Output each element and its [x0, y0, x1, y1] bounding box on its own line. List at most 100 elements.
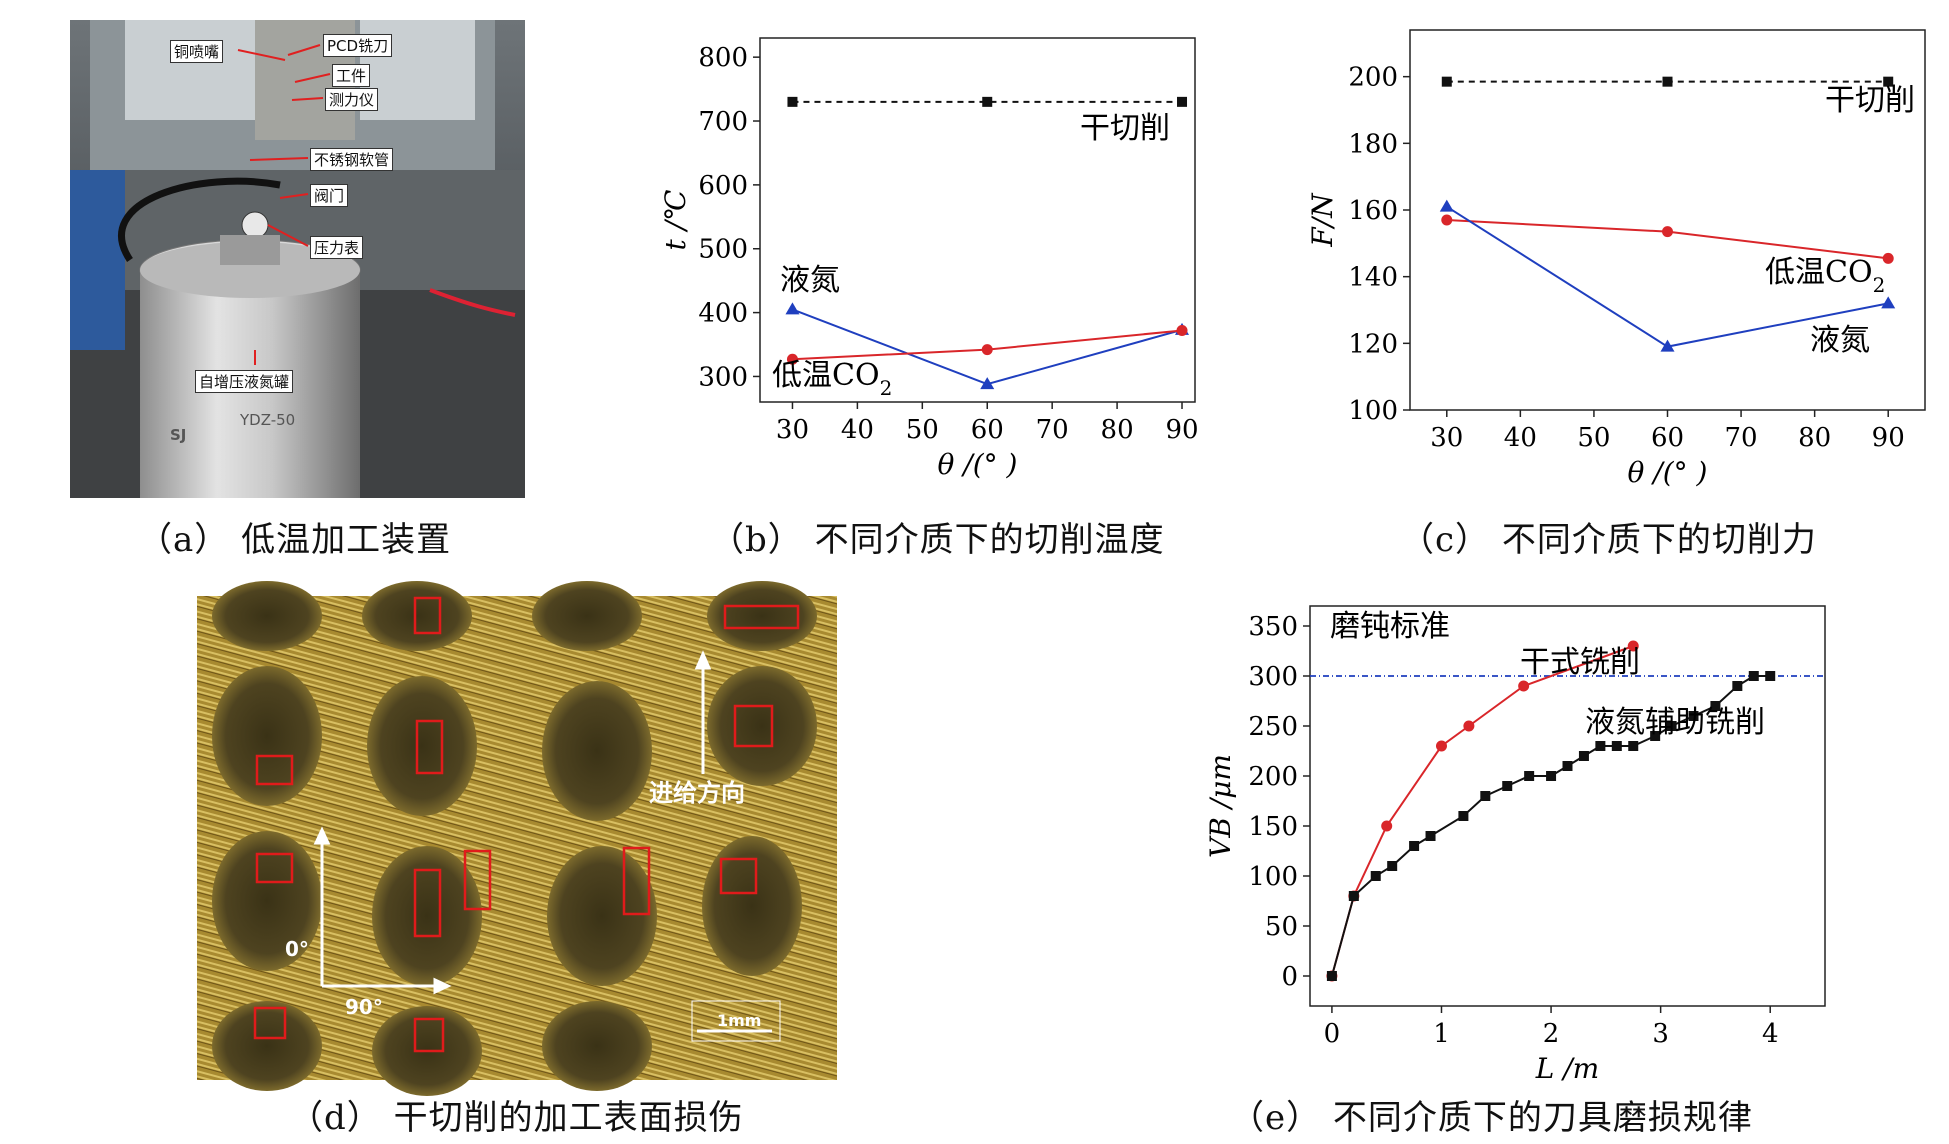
chart-b-panel: 30 40 50 60 70 80 90 300 400 500 600 700 800 θ /(° ) t…	[659, 20, 1250, 560]
chart-b: 30 40 50 60 70 80 90 300 400 500 600 700 800 θ /(° ) t…	[659, 37, 1199, 481]
data-point-1-0	[1326, 971, 1337, 981]
caption-a: （a） 低温加工装置	[138, 520, 452, 560]
chart-c-panel: 30 40 50 60 70 80 90 100 120 140 160 180 200 θ /(° ) F…	[1300, 20, 1940, 560]
y-tick-label: 100	[1248, 862, 1298, 892]
tank-brand-text: SJ	[170, 426, 186, 444]
data-point-1-7	[1480, 791, 1491, 801]
x-axis-label: θ /(° )	[938, 448, 1018, 481]
data-point-0-2	[1381, 820, 1393, 832]
data-point-2-0	[786, 353, 798, 365]
photo-a-label-cutter: PCD铣刀	[323, 34, 393, 57]
x-tick-label: 40	[1504, 423, 1537, 453]
y-axis-label: VB /μm	[1204, 754, 1237, 858]
data-point-0-6	[1627, 640, 1639, 652]
data-point-0-4	[1463, 720, 1475, 732]
x-tick-label: 50	[1577, 423, 1610, 453]
x-tick-label: 70	[1725, 423, 1758, 453]
x-tick-label: 60	[1651, 423, 1684, 453]
x-tick-label: 2	[1543, 1019, 1560, 1049]
y-tick-label: 300	[1248, 662, 1298, 692]
x-tick-label: 1	[1433, 1019, 1450, 1049]
y-tick-label: 120	[1348, 329, 1398, 359]
y-tick-label: 400	[698, 299, 748, 329]
data-point-1-14	[1611, 741, 1622, 751]
data-point-1-17	[1666, 721, 1677, 731]
x-tick-label: 80	[1798, 423, 1831, 453]
series-label-2: 液氮	[1810, 323, 1870, 358]
series-label-0: 干切削	[1825, 83, 1915, 118]
photo-a-label-hose: 不锈钢软管	[310, 148, 394, 171]
plot-frame	[759, 37, 1196, 403]
data-point-0-2	[1177, 96, 1188, 107]
chart-e: 0 1 2 3 4 0 50 100 150 200 250 300 350 L /m VB /μm 磨钝标准…	[1204, 605, 1826, 1085]
x-tick-label: 60	[971, 415, 1004, 445]
series-label--1: 磨钝标准	[1330, 609, 1450, 644]
x-tick-label: 90	[1165, 415, 1198, 445]
photo-d-panel: 进给方向 0° 90° 1mm （d） 干切削的加工表面损伤	[197, 581, 837, 1144]
data-point-1-4	[1409, 841, 1420, 851]
data-point-1-1	[1348, 891, 1359, 901]
x-tick-label: 30	[1430, 423, 1463, 453]
caption-b: （b） 不同介质下的切削温度	[710, 520, 1165, 560]
data-point-1-18	[1688, 711, 1699, 721]
x-tick-label: 80	[1101, 415, 1134, 445]
photo-d-scale-box	[691, 1000, 781, 1042]
photo-a-arrows	[237, 44, 331, 365]
series-line-1	[1446, 219, 1889, 260]
series-label-0: 干式铣削	[1520, 645, 1640, 680]
series-label-1: 液氮	[780, 263, 840, 298]
caption-e: （e） 不同介质下的刀具磨损规律	[1230, 1098, 1753, 1138]
y-tick-label: 350	[1248, 612, 1298, 642]
data-point-1-16	[1650, 731, 1661, 741]
data-point-0-0	[1441, 76, 1452, 87]
photo-a-label-valve: 阀门	[310, 184, 349, 207]
x-tick-label: 50	[906, 415, 939, 445]
y-tick-label: 700	[698, 107, 748, 137]
photo-a-label-dynamometer: 测力仪	[325, 88, 379, 111]
data-point-0-1	[1662, 76, 1673, 87]
caption-c: （c） 不同介质下的切削力	[1400, 520, 1817, 560]
y-tick-label: 250	[1248, 712, 1298, 742]
photo-d-angle-0: 0°	[285, 937, 309, 961]
photo-a-label-workpiece: 工件	[332, 64, 371, 87]
y-axis-label: F/N	[1306, 192, 1339, 248]
data-point-2-0	[1439, 199, 1454, 212]
data-point-1-20	[1732, 681, 1743, 691]
photo-d-angle-90: 90°	[345, 995, 383, 1019]
data-point-0-3	[1435, 740, 1447, 752]
chart-c: 30 40 50 60 70 80 90 100 120 140 160 180 200 θ /(° ) F…	[1306, 29, 1926, 489]
y-tick-label: 50	[1265, 912, 1298, 942]
tank-model-text: YDZ-50	[239, 411, 295, 429]
photo-d-feed-label: 进给方向	[649, 779, 745, 807]
series-label-1: 液氮辅助铣削	[1585, 705, 1765, 740]
y-tick-label: 150	[1248, 812, 1298, 842]
y-tick-label: 0	[1281, 962, 1298, 992]
series-label-2: 低温CO2	[772, 358, 892, 400]
data-point-1-12	[1578, 751, 1589, 761]
photo-a-panel: SJ YDZ-50 铜喷嘴 PCD铣刀 工件 测力仪 不锈钢软管 阀门 压力表 …	[70, 20, 525, 560]
data-point-1-3	[1387, 861, 1398, 871]
data-point-1-6	[1458, 811, 1469, 821]
series-label-1: 低温CO2	[1765, 255, 1885, 297]
x-tick-label: 70	[1036, 415, 1069, 445]
caption-d: （d） 干切削的加工表面损伤	[289, 1098, 744, 1138]
photo-d-scale-label: 1mm	[717, 1011, 761, 1030]
data-point-1-21	[1748, 671, 1759, 681]
data-point-2-2	[1881, 296, 1896, 309]
x-axis-label: L /m	[1535, 1052, 1599, 1085]
data-point-0-1	[982, 96, 993, 107]
photo-a-label-gauge: 压力表	[310, 236, 364, 259]
data-point-1-10	[1546, 771, 1557, 781]
data-point-1-1	[980, 377, 995, 390]
photo-d: 进给方向 0° 90° 1mm	[197, 581, 837, 1096]
data-point-1-19	[1710, 701, 1721, 711]
data-point-0-5	[1518, 680, 1530, 692]
x-axis-label: θ /(° )	[1628, 456, 1708, 489]
chart-e-panel: 0 1 2 3 4 0 50 100 150 200 250 300 350 L /m VB /μm 磨钝标准…	[1180, 596, 1860, 1144]
data-point-1-11	[1562, 761, 1573, 771]
x-tick-label: 4	[1762, 1019, 1779, 1049]
data-point-0-0	[787, 96, 798, 107]
y-tick-label: 180	[1348, 129, 1398, 159]
photo-a-label-tank: 自增压液氮罐	[195, 370, 294, 393]
data-point-1-15	[1628, 741, 1639, 751]
